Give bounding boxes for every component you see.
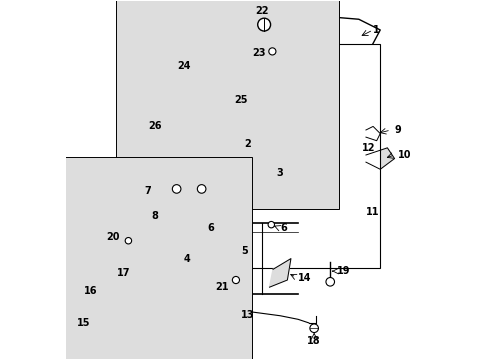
Circle shape xyxy=(172,185,181,193)
Text: 13: 13 xyxy=(241,310,254,320)
Text: 25: 25 xyxy=(233,95,247,105)
FancyBboxPatch shape xyxy=(137,44,380,267)
Circle shape xyxy=(232,276,239,284)
Text: 6: 6 xyxy=(207,223,214,233)
Polygon shape xyxy=(269,258,290,287)
Polygon shape xyxy=(365,126,380,141)
Polygon shape xyxy=(365,148,394,169)
Text: 5: 5 xyxy=(241,247,247,256)
Circle shape xyxy=(268,48,275,55)
Text: 8: 8 xyxy=(151,211,158,221)
Text: 7: 7 xyxy=(144,186,151,196)
Text: 19: 19 xyxy=(337,266,350,276)
Circle shape xyxy=(257,18,270,31)
Circle shape xyxy=(197,185,205,193)
Circle shape xyxy=(241,225,247,232)
Text: 17: 17 xyxy=(117,268,130,278)
Text: 4: 4 xyxy=(183,253,190,264)
Text: 9: 9 xyxy=(394,125,401,135)
Text: 2: 2 xyxy=(244,139,251,149)
Circle shape xyxy=(241,234,247,241)
FancyBboxPatch shape xyxy=(116,0,339,208)
Text: 1: 1 xyxy=(372,25,379,35)
Circle shape xyxy=(267,221,274,228)
FancyBboxPatch shape xyxy=(28,157,251,360)
Circle shape xyxy=(278,162,285,169)
Polygon shape xyxy=(80,294,112,323)
Circle shape xyxy=(325,278,334,286)
Text: 11: 11 xyxy=(365,207,379,217)
Text: 22: 22 xyxy=(255,6,268,16)
Text: 10: 10 xyxy=(397,150,411,160)
Text: 3: 3 xyxy=(276,168,283,178)
Text: 16: 16 xyxy=(84,286,98,296)
Text: 26: 26 xyxy=(148,121,162,131)
Text: 14: 14 xyxy=(298,273,311,283)
Circle shape xyxy=(309,324,318,333)
Circle shape xyxy=(218,221,224,228)
Text: 24: 24 xyxy=(177,61,190,71)
FancyBboxPatch shape xyxy=(159,166,230,208)
Circle shape xyxy=(168,209,174,215)
Text: 21: 21 xyxy=(215,282,228,292)
Text: 12: 12 xyxy=(362,143,375,153)
Text: 20: 20 xyxy=(106,232,119,242)
Circle shape xyxy=(125,238,131,244)
Text: 6: 6 xyxy=(280,223,286,233)
Text: 23: 23 xyxy=(251,48,265,58)
Text: 18: 18 xyxy=(307,336,320,346)
Polygon shape xyxy=(190,12,380,137)
Text: 15: 15 xyxy=(77,318,90,328)
